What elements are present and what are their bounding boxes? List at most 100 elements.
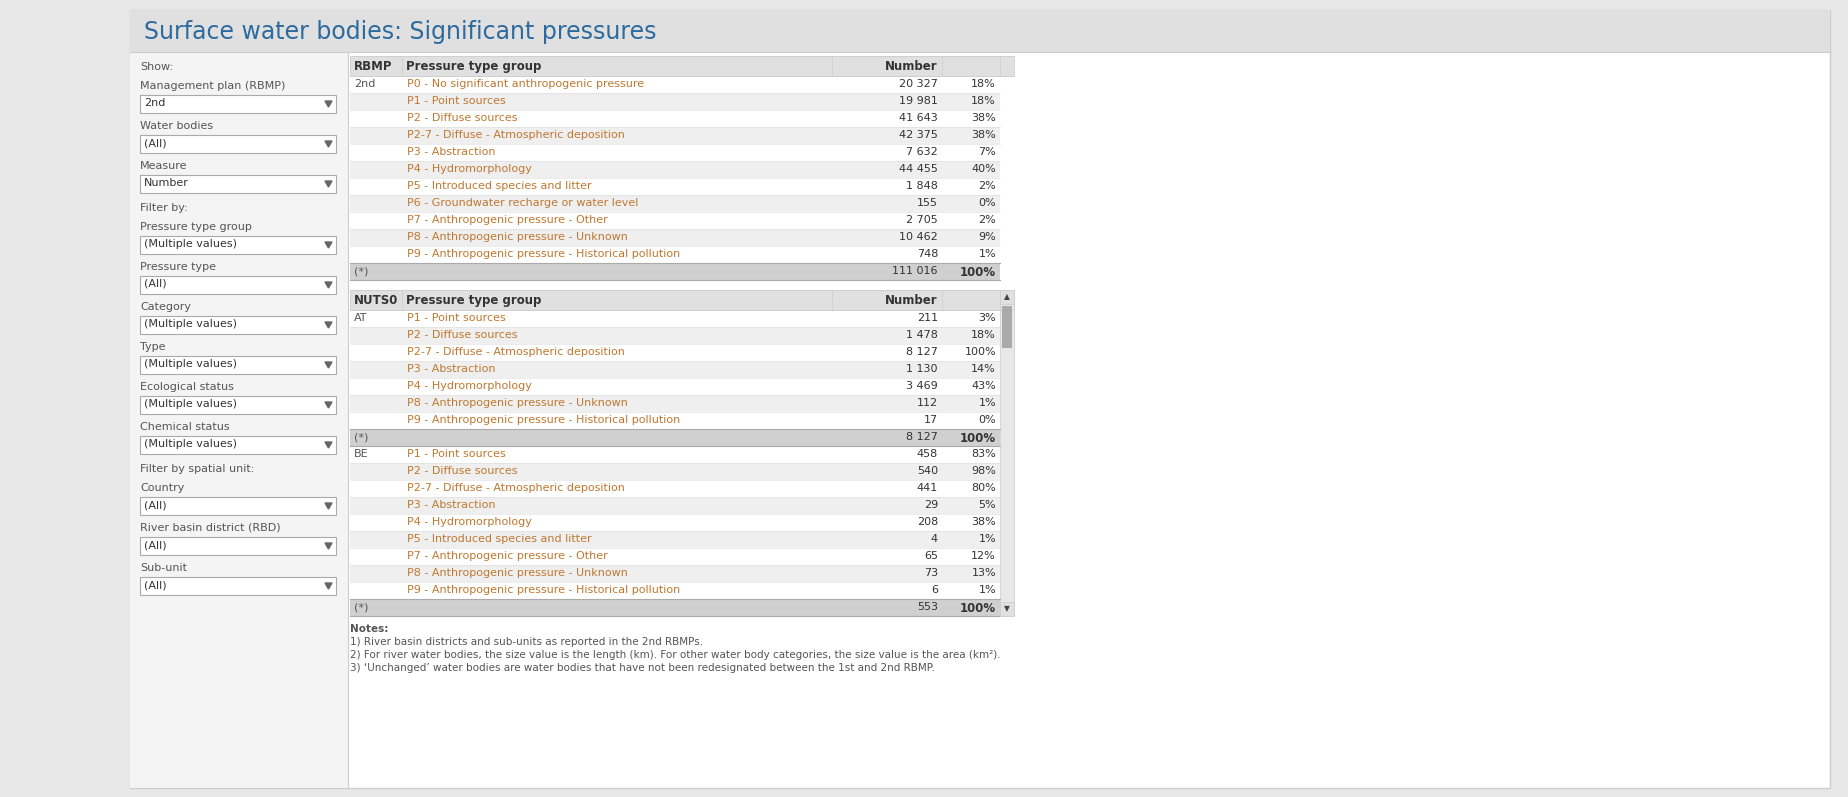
Text: 211: 211 — [917, 313, 937, 323]
Text: (All): (All) — [144, 279, 166, 289]
Text: P5 - Introduced species and litter: P5 - Introduced species and litter — [407, 534, 591, 544]
Text: P8 - Anthropogenic pressure - Unknown: P8 - Anthropogenic pressure - Unknown — [407, 568, 628, 578]
Text: 13%: 13% — [970, 568, 996, 578]
Bar — [349, 127, 1000, 144]
Bar — [349, 161, 1000, 178]
Text: 540: 540 — [917, 466, 937, 476]
Text: 38%: 38% — [970, 113, 996, 123]
Text: P3 - Abstraction: P3 - Abstraction — [407, 364, 495, 374]
Bar — [140, 316, 336, 334]
Bar — [349, 497, 1000, 514]
Bar — [349, 246, 1000, 263]
Text: BE: BE — [353, 449, 368, 459]
Text: 0%: 0% — [978, 415, 996, 425]
Text: 2%: 2% — [978, 215, 996, 225]
Bar — [349, 56, 1013, 76]
Bar — [349, 290, 1013, 310]
Text: 1 848: 1 848 — [906, 181, 937, 191]
Bar — [1000, 602, 1013, 616]
Text: P2 - Diffuse sources: P2 - Diffuse sources — [407, 466, 517, 476]
Text: Filter by:: Filter by: — [140, 203, 188, 213]
Bar — [349, 361, 1000, 378]
Text: Category: Category — [140, 302, 190, 312]
Bar — [349, 327, 1000, 344]
Bar — [1000, 290, 1013, 304]
Text: (All): (All) — [144, 138, 166, 148]
Text: ▼: ▼ — [1003, 604, 1009, 613]
Text: 155: 155 — [917, 198, 937, 208]
Text: (*): (*) — [353, 266, 368, 276]
Text: P9 - Anthropogenic pressure - Historical pollution: P9 - Anthropogenic pressure - Historical… — [407, 249, 680, 259]
Text: 1%: 1% — [978, 398, 996, 408]
Bar — [349, 531, 1000, 548]
Text: P3 - Abstraction: P3 - Abstraction — [407, 147, 495, 157]
Text: 5%: 5% — [978, 500, 996, 510]
Bar — [349, 310, 1000, 327]
Text: 100%: 100% — [959, 602, 996, 615]
Text: 8 127: 8 127 — [906, 347, 937, 357]
Text: 1%: 1% — [978, 585, 996, 595]
Text: (Multiple values): (Multiple values) — [144, 359, 237, 369]
Polygon shape — [325, 322, 333, 328]
Text: 40%: 40% — [970, 164, 996, 174]
Text: Show:: Show: — [140, 62, 174, 72]
Text: 44 455: 44 455 — [898, 164, 937, 174]
Text: 80%: 80% — [970, 483, 996, 493]
Text: 38%: 38% — [970, 517, 996, 527]
Text: P3 - Abstraction: P3 - Abstraction — [407, 500, 495, 510]
Text: 2 705: 2 705 — [906, 215, 937, 225]
Bar — [349, 229, 1000, 246]
Text: Number: Number — [144, 178, 188, 188]
Text: P8 - Anthropogenic pressure - Unknown: P8 - Anthropogenic pressure - Unknown — [407, 232, 628, 242]
Bar — [349, 110, 1000, 127]
Text: 17: 17 — [924, 415, 937, 425]
Bar — [349, 144, 1000, 161]
Bar — [349, 395, 1000, 412]
Text: (All): (All) — [144, 500, 166, 510]
Text: P8 - Anthropogenic pressure - Unknown: P8 - Anthropogenic pressure - Unknown — [407, 398, 628, 408]
Polygon shape — [325, 583, 333, 589]
Bar — [140, 436, 336, 454]
Bar — [349, 93, 1000, 110]
Text: 2%: 2% — [978, 181, 996, 191]
Text: Pressure type group: Pressure type group — [407, 294, 541, 307]
Text: 20 327: 20 327 — [898, 79, 937, 89]
Text: P2 - Diffuse sources: P2 - Diffuse sources — [407, 113, 517, 123]
Polygon shape — [325, 242, 333, 248]
Bar — [140, 236, 336, 254]
Bar — [140, 577, 336, 595]
Text: Number: Number — [885, 294, 937, 307]
Text: P2 - Diffuse sources: P2 - Diffuse sources — [407, 330, 517, 340]
Bar — [140, 537, 336, 555]
Bar — [349, 446, 1000, 463]
Text: 2nd: 2nd — [144, 98, 164, 108]
Bar — [349, 514, 1000, 531]
Text: 38%: 38% — [970, 130, 996, 140]
Text: Surface water bodies: Significant pressures: Surface water bodies: Significant pressu… — [144, 20, 656, 44]
Bar — [140, 276, 336, 294]
Text: 100%: 100% — [965, 347, 996, 357]
Text: 8 127: 8 127 — [906, 432, 937, 442]
Text: Country: Country — [140, 483, 185, 493]
Bar — [349, 178, 1000, 195]
Text: P4 - Hydromorphology: P4 - Hydromorphology — [407, 517, 532, 527]
Text: P4 - Hydromorphology: P4 - Hydromorphology — [407, 381, 532, 391]
Bar — [349, 548, 1000, 565]
Text: P7 - Anthropogenic pressure - Other: P7 - Anthropogenic pressure - Other — [407, 215, 608, 225]
Bar — [140, 95, 336, 113]
Text: Measure: Measure — [140, 161, 187, 171]
Bar — [349, 480, 1000, 497]
Text: (Multiple values): (Multiple values) — [144, 439, 237, 449]
Polygon shape — [325, 362, 333, 368]
Text: Sub-unit: Sub-unit — [140, 563, 187, 573]
Text: 441: 441 — [917, 483, 937, 493]
Text: Number: Number — [885, 60, 937, 73]
Text: P0 - No significant anthropogenic pressure: P0 - No significant anthropogenic pressu… — [407, 79, 643, 89]
Bar — [349, 463, 1000, 480]
Text: 7 632: 7 632 — [906, 147, 937, 157]
Text: 1%: 1% — [978, 534, 996, 544]
Text: 3 469: 3 469 — [906, 381, 937, 391]
Text: 19 981: 19 981 — [898, 96, 937, 106]
Text: 1 478: 1 478 — [906, 330, 937, 340]
Text: 6: 6 — [931, 585, 937, 595]
